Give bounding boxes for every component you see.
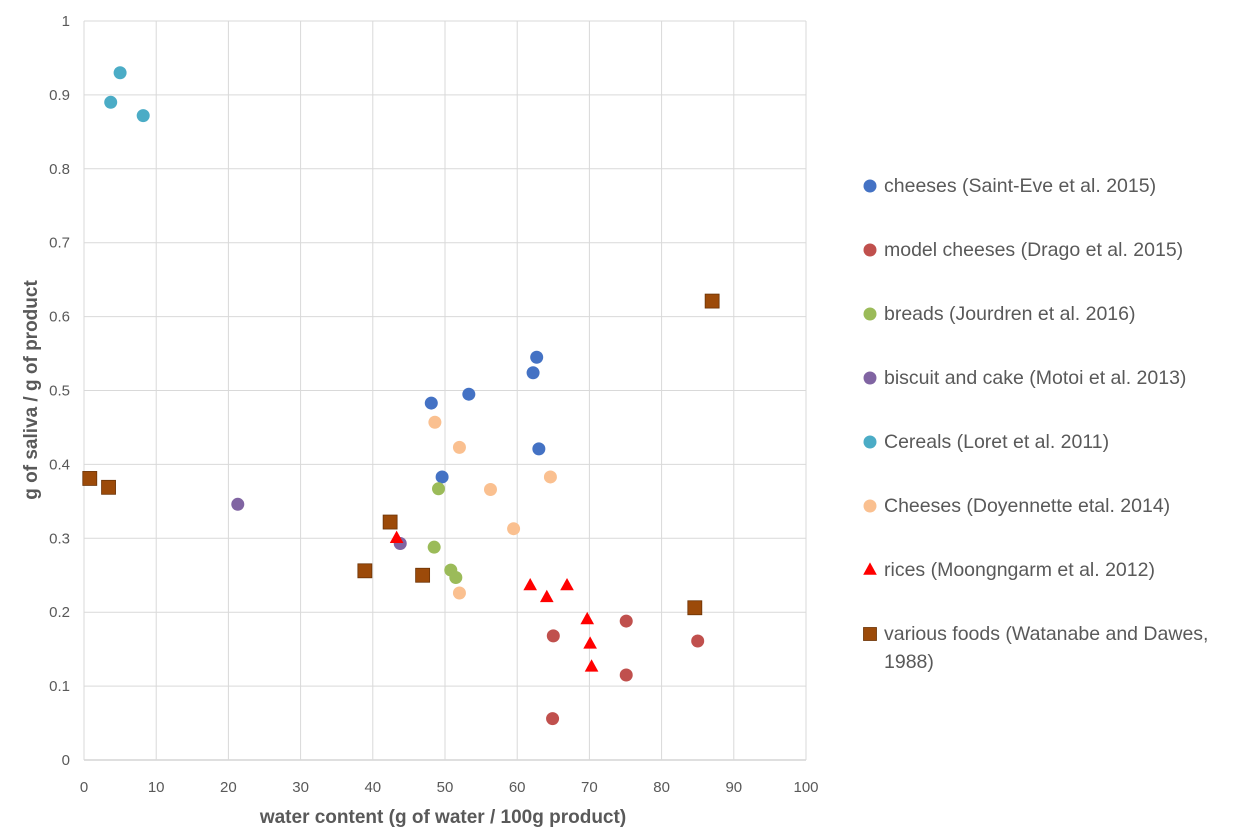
legend-item-3: breads (Jourdren et al. 2016) <box>862 300 1242 328</box>
circle-marker-icon <box>863 179 877 193</box>
data-point-series-3 <box>427 540 441 554</box>
data-point-series-1 <box>530 350 544 364</box>
legend-item-7: rices (Moongngarm et al. 2012) <box>862 556 1242 584</box>
x-axis-ticks: 0 10 20 30 40 50 60 70 80 90 100 <box>80 779 819 796</box>
legend-label: Cheeses (Doyennette etal. 2014) <box>884 495 1171 517</box>
y-tick-label: 0 <box>62 752 70 769</box>
data-point-series-6 <box>483 483 497 497</box>
x-tick-label: 60 <box>509 779 526 796</box>
data-point-series-2 <box>691 634 705 648</box>
x-tick-label: 80 <box>653 779 670 796</box>
x-axis-label: water content (g of water / 100g product… <box>259 807 626 828</box>
data-point-series-7 <box>389 530 404 543</box>
y-tick-label: 0.5 <box>49 383 70 400</box>
x-tick-label: 100 <box>793 779 818 796</box>
legend-label: Cereals (Loret et al. 2011) <box>884 431 1110 453</box>
legend-item-1: cheeses (Saint-Eve et al. 2015) <box>862 172 1242 200</box>
gridlines <box>83 20 807 761</box>
data-point-series-8 <box>382 514 398 530</box>
data-point-series-2 <box>546 629 560 643</box>
data-point-series-1 <box>462 387 476 401</box>
legend-item-5: Cereals (Loret et al. 2011) <box>862 428 1242 456</box>
y-tick-label: 0.7 <box>49 235 70 252</box>
data-point-series-5 <box>113 66 127 80</box>
data-point-series-8 <box>704 293 720 309</box>
data-point-series-5 <box>136 109 150 123</box>
data-point-series-3 <box>432 482 446 496</box>
data-point-series-8 <box>82 471 98 486</box>
data-point-series-6 <box>452 586 466 600</box>
data-point-series-2 <box>546 712 560 726</box>
legend-label: model cheeses (Drago et al. 2015) <box>884 239 1184 261</box>
x-tick-label: 90 <box>725 779 742 796</box>
circle-marker-icon <box>863 435 877 449</box>
data-point-series-7 <box>583 636 597 649</box>
y-tick-label: 0.8 <box>49 161 70 178</box>
data-point-series-8 <box>687 600 703 616</box>
data-point-series-7 <box>560 577 574 591</box>
legend-label: various foods (Watanabe and Dawes, 1988) <box>884 623 1209 673</box>
data-point-series-7 <box>523 577 538 591</box>
data-point-series-1 <box>532 442 546 456</box>
data-point-series-4 <box>231 497 245 511</box>
x-tick-label: 10 <box>148 779 165 796</box>
y-tick-label: 1 <box>62 13 70 30</box>
circle-marker-icon <box>863 307 877 321</box>
x-tick-label: 40 <box>364 779 381 796</box>
data-point-series-1 <box>435 470 449 484</box>
circle-marker-icon <box>863 243 877 257</box>
data-points <box>82 66 720 726</box>
triangle-marker-icon <box>863 562 877 575</box>
data-point-series-6 <box>452 440 466 454</box>
legend-item-2: model cheeses (Drago et al. 2015) <box>862 236 1242 264</box>
y-tick-label: 0.3 <box>49 530 70 547</box>
legend-label: rices (Moongngarm et al. 2012) <box>884 559 1155 581</box>
y-tick-label: 0.6 <box>49 309 70 326</box>
y-tick-label: 0.1 <box>49 678 70 695</box>
legend-label: biscuit and cake (Motoi et al. 2013) <box>884 367 1187 389</box>
data-point-series-7 <box>539 589 554 603</box>
x-tick-label: 0 <box>80 779 88 796</box>
data-point-series-1 <box>526 366 540 380</box>
square-marker-icon <box>863 627 877 641</box>
legend-label: cheeses (Saint-Eve et al. 2015) <box>884 175 1157 197</box>
legend-item-6: Cheeses (Doyennette etal. 2014) <box>862 492 1242 520</box>
circle-marker-icon <box>863 371 877 385</box>
y-axis-ticks: 0 0.1 0.2 0.3 0.4 0.5 0.6 0.7 0.8 0.9 1 <box>49 13 70 769</box>
legend: cheeses (Saint-Eve et al. 2015) model che… <box>862 172 1242 712</box>
x-tick-label: 20 <box>220 779 237 796</box>
data-point-series-3 <box>449 570 463 584</box>
data-point-series-2 <box>619 668 633 682</box>
data-point-series-6 <box>543 470 557 484</box>
data-point-series-7 <box>584 659 599 672</box>
y-tick-label: 0.4 <box>49 456 70 473</box>
legend-item-4: biscuit and cake (Motoi et al. 2013) <box>862 364 1242 392</box>
y-axis-label: g of saliva / g of product <box>21 280 42 500</box>
y-tick-label: 0.9 <box>49 87 70 104</box>
x-tick-label: 50 <box>437 779 454 796</box>
data-point-series-6 <box>507 522 521 536</box>
circle-marker-icon <box>863 499 877 513</box>
data-point-series-6 <box>428 415 442 429</box>
y-tick-label: 0.2 <box>49 604 70 621</box>
data-point-series-8 <box>101 479 116 495</box>
data-point-series-5 <box>104 95 118 109</box>
data-point-series-1 <box>424 396 438 410</box>
data-point-series-8 <box>415 567 431 583</box>
data-point-series-2 <box>619 614 633 628</box>
legend-label: breads (Jourdren et al. 2016) <box>884 303 1136 325</box>
data-point-series-7 <box>580 611 595 625</box>
x-tick-label: 30 <box>292 779 309 796</box>
scatter-chart: 0 0.1 0.2 0.3 0.4 0.5 0.6 0.7 0.8 0.9 1 0 10 20 30 40 5… <box>21 13 819 828</box>
data-point-series-8 <box>357 563 373 579</box>
x-tick-label: 70 <box>581 779 598 796</box>
legend-item-8: various foods (Watanabe and Dawes, 1988) <box>862 620 1242 676</box>
